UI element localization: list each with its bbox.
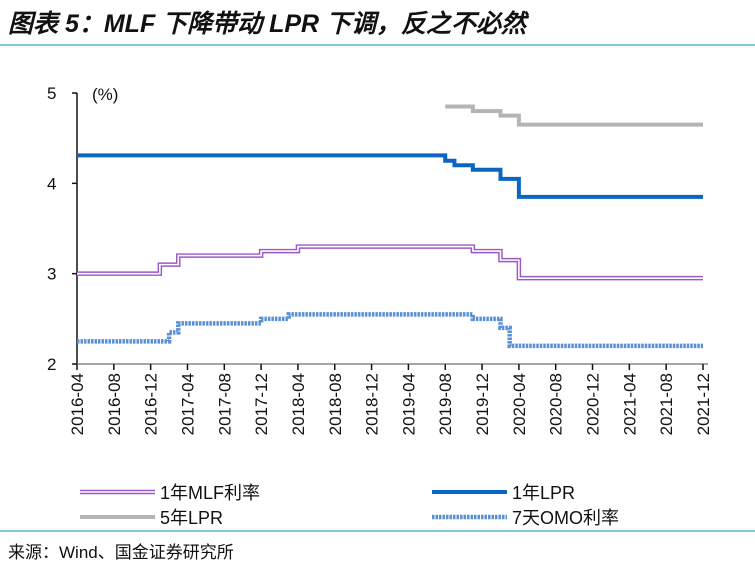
series-1-line (76, 153, 704, 199)
legend-item: 5年LPR (80, 508, 223, 528)
series-3-path (77, 312, 703, 349)
x-tick-label: 2016-12 (142, 373, 161, 435)
legend-label: 1年MLF利率 (160, 483, 260, 503)
x-tick-label: 2021-08 (657, 373, 676, 435)
source-note: 来源：Wind、国金证券研究所 (8, 543, 234, 562)
legend-label: 5年LPR (160, 508, 223, 528)
legend-label: 7天OMO利率 (512, 508, 619, 528)
series-3-line (76, 312, 704, 349)
series-2-line (445, 104, 704, 127)
legend-label: 1年LPR (512, 483, 575, 503)
legend-item: 1年LPR (432, 483, 575, 503)
series-0-path (77, 244, 703, 281)
x-tick-label: 2016-08 (105, 373, 124, 435)
x-tick-label: 2018-04 (289, 373, 308, 435)
x-tick-label: 2019-04 (399, 373, 418, 435)
x-tick-label: 2019-08 (436, 373, 455, 435)
x-tick-label: 2018-12 (363, 373, 382, 435)
legend-item: 1年MLF利率 (80, 483, 260, 503)
x-tick-label: 2020-08 (547, 373, 566, 435)
series-0-line (76, 244, 704, 281)
x-tick-label: 2017-12 (252, 373, 271, 435)
series-2-path (445, 104, 703, 127)
y-tick-label: 3 (47, 265, 56, 284)
y-tick-label: 5 (47, 84, 56, 103)
chart-title: 图表 5：MLF 下降带动 LPR 下调，反之不必然 (8, 10, 527, 38)
x-tick-label: 2017-08 (215, 373, 234, 435)
x-tick-label: 2016-04 (68, 373, 87, 435)
series-0-path-inner (77, 245, 703, 279)
y-axis-unit-label: (%) (92, 85, 118, 104)
x-tick-label: 2018-08 (326, 373, 345, 435)
y-tick-label: 4 (47, 174, 56, 193)
source-divider (0, 530, 755, 532)
x-tick-label: 2021-12 (694, 373, 713, 435)
series-1-path (77, 153, 703, 199)
legend-item: 7天OMO利率 (432, 508, 619, 528)
x-tick-label: 2019-12 (473, 373, 492, 435)
x-tick-label: 2020-12 (584, 373, 603, 435)
x-tick-label: 2017-04 (178, 373, 197, 435)
x-tick-label: 2020-04 (510, 373, 529, 435)
title-divider (0, 44, 755, 46)
x-tick-label: 2021-04 (620, 373, 639, 435)
y-tick-label: 2 (47, 355, 56, 374)
